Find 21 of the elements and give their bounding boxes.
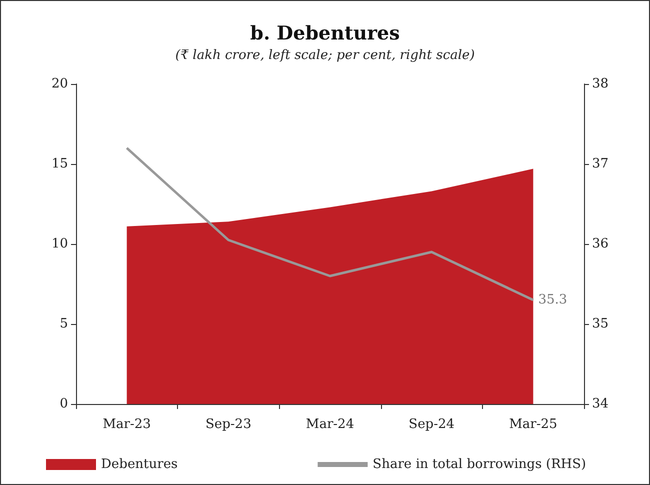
x-tick-label: Mar-24 — [306, 417, 354, 432]
y2-tick-label: 36 — [592, 236, 609, 252]
legend-label: Share in total borrowings (RHS) — [372, 457, 586, 472]
x-tick-label: Sep-24 — [408, 417, 455, 432]
chart-subtitle: (₹ lakh crore, left scale; per cent, right scale) — [175, 48, 475, 63]
y2-tick-label: 37 — [592, 156, 609, 172]
y2-tick-label: 34 — [592, 396, 609, 412]
x-tick-label: Sep-23 — [205, 417, 252, 432]
legend-label: Debentures — [101, 457, 178, 472]
x-tick-label: Mar-23 — [102, 417, 151, 432]
line-series — [126, 146, 534, 302]
y-tick-label: 15 — [51, 156, 68, 172]
y-tick-label: 5 — [60, 316, 68, 332]
chart-title: b. Debentures — [250, 22, 400, 44]
y-tick-label: 20 — [51, 76, 68, 92]
y2-tick-label: 35 — [592, 316, 609, 332]
y-tick-label: 0 — [60, 396, 68, 412]
data-label: 35.3 — [538, 292, 568, 308]
x-tick-label: Mar-25 — [509, 417, 558, 432]
y2-tick-label: 38 — [592, 76, 609, 92]
y-tick-label: 10 — [51, 236, 68, 252]
